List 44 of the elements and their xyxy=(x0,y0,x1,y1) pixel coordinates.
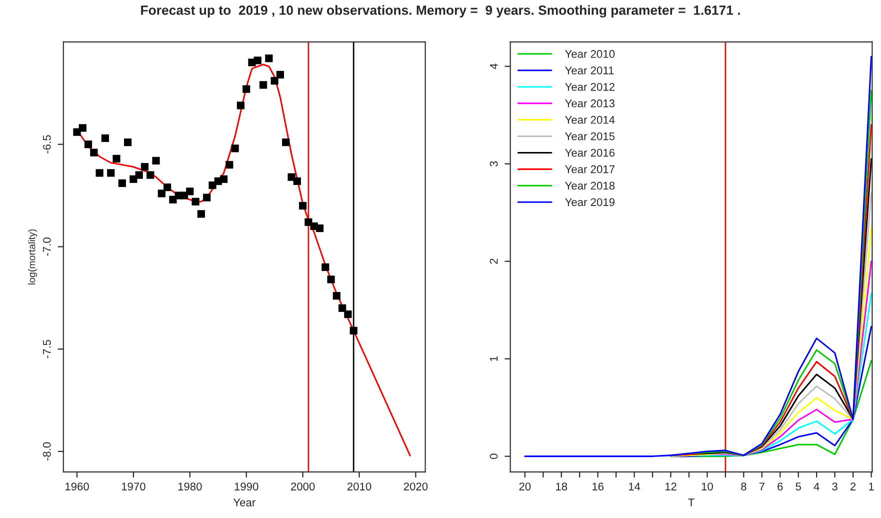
y-tick-label: -8.0 xyxy=(42,442,51,461)
x-tick-label: 4 xyxy=(814,482,820,490)
x-tick-label: 1970 xyxy=(122,482,146,490)
x-tick-label: 6 xyxy=(778,482,783,490)
x-tick-label: 5 xyxy=(796,482,801,490)
x-tick-label: 20 xyxy=(519,482,531,490)
x-axis-title: T xyxy=(688,498,694,506)
x-tick-label: 12 xyxy=(665,482,676,490)
x-tick-label: 2000 xyxy=(290,482,315,490)
legend-label: Year 2014 xyxy=(565,116,615,124)
x-tick-label: 8 xyxy=(741,482,746,490)
x-tick-label: 1990 xyxy=(234,482,258,490)
x-tick-label: 2020 xyxy=(404,482,428,490)
x-tick-label: 2 xyxy=(850,482,856,490)
x-tick-label: 18 xyxy=(556,482,568,490)
legend-label: Year 2013 xyxy=(565,99,615,108)
legend-label: Year 2017 xyxy=(565,165,614,174)
y-tick-label: 3 xyxy=(490,161,498,166)
x-tick-label: 3 xyxy=(832,482,838,490)
x-tick-label: 7 xyxy=(759,482,764,490)
y-tick-label: -7.0 xyxy=(42,238,51,256)
x-tick-label: 14 xyxy=(628,482,640,490)
x-tick-label: 1 xyxy=(869,482,874,490)
legend-label: Year 2016 xyxy=(565,148,615,157)
chart-title: Forecast up to 2019 , 10 new observations. Memory = 9 years. Smoothing parameter = 1.6171 . xyxy=(141,5,740,18)
y-tick-label: 4 xyxy=(490,64,498,70)
x-tick-label: 2010 xyxy=(347,482,372,490)
legend-label: Year 2011 xyxy=(565,66,614,74)
legend-label: Year 2015 xyxy=(565,132,615,140)
legend-label: Year 2010 xyxy=(565,50,615,58)
y-tick-label: 0 xyxy=(490,454,498,459)
y-axis-title: log(mortality) xyxy=(28,229,38,284)
legend-label: Year 2019 xyxy=(565,198,615,206)
x-tick-label: 1980 xyxy=(178,482,202,490)
x-tick-label: 10 xyxy=(702,482,713,490)
y-tick-label: -7.5 xyxy=(43,340,51,358)
y-tick-label: -6.5 xyxy=(42,135,51,154)
legend-label: Year 2012 xyxy=(565,82,614,91)
x-axis-title: Year xyxy=(233,498,256,506)
legend-label: Year 2018 xyxy=(565,182,615,190)
x-tick-label: 1960 xyxy=(65,482,89,490)
y-tick-label: 2 xyxy=(490,258,498,264)
y-tick-label: 1 xyxy=(490,356,498,362)
x-tick-label: 16 xyxy=(592,482,604,490)
